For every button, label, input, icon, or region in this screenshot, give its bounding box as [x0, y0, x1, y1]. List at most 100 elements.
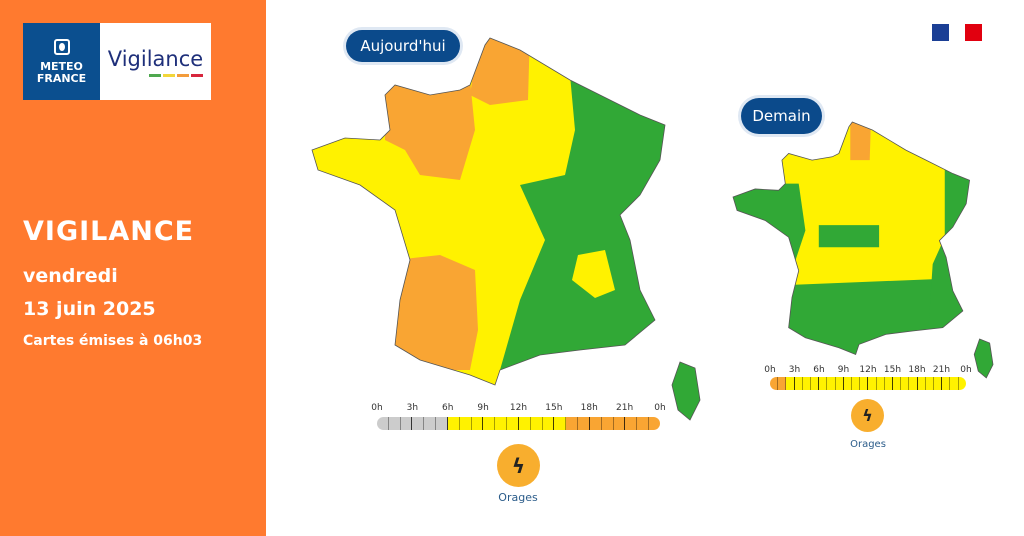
timeline-hour-5 [436, 417, 448, 430]
timeline-hour-16 [566, 417, 579, 430]
timeline-tick-label: 0h [764, 365, 776, 375]
timeline-hour-10 [495, 417, 508, 430]
date-label: 13 juin 2025 [23, 298, 156, 320]
timeline-hour-9 [483, 417, 496, 430]
zone-orange-southwest [390, 255, 478, 370]
timeline-tick-label: 0h [960, 365, 972, 375]
org-line2: FRANCE [36, 71, 87, 85]
timeline-tick-label: 9h [477, 403, 489, 413]
timeline-tick-label: 18h [908, 365, 926, 375]
timeline-hour-3 [794, 377, 803, 390]
french-republic-flag-icon [932, 24, 983, 41]
timeline-tick-label: 15h [883, 365, 902, 375]
timeline-hour-15 [554, 417, 567, 430]
meteo-france-symbol-icon [53, 38, 70, 55]
timeline-hour-11 [860, 377, 869, 390]
timeline-hour-15 [893, 377, 902, 390]
timeline-hour-7 [459, 417, 472, 430]
zone-orange-north [850, 121, 872, 161]
timeline-tick-label: 0h [654, 403, 666, 413]
timeline-hour-20 [613, 417, 626, 430]
timeline-hour-13 [530, 417, 543, 430]
timeline-tick-label: 6h [813, 365, 825, 375]
timeline-hour-18 [589, 417, 602, 430]
timeline-hour-13 [876, 377, 885, 390]
timeline-hour-1 [388, 417, 401, 430]
map-today [311, 37, 701, 421]
timeline-hour-7 [827, 377, 836, 390]
timeline-hour-1 [778, 377, 787, 390]
timeline-hour-0 [770, 377, 779, 390]
timeline-hour-22 [637, 417, 650, 430]
timeline-hour-21 [942, 377, 951, 390]
timeline-tick-label: 6h [442, 403, 454, 413]
timeline-tick-label: 3h [788, 365, 801, 375]
timeline-hour-12 [518, 417, 531, 430]
timeline-hour-23 [649, 417, 660, 430]
timeline-hour-17 [578, 417, 590, 430]
timeline-tick-label: 21h [932, 365, 951, 375]
timeline-hour-23 [958, 377, 966, 390]
corsica-today [671, 361, 701, 421]
timeline-tick-label: 15h [545, 403, 563, 413]
timeline-hour-3 [412, 417, 425, 430]
timeline-hour-8 [835, 377, 844, 390]
timeline-hour-16 [901, 377, 910, 390]
timeline-hour-2 [400, 417, 413, 430]
product-name: Vigilance [107, 46, 204, 71]
lightning-icon: ϟ [851, 399, 884, 432]
zone-green-center [818, 225, 880, 248]
timeline-tick-label: 9h [837, 365, 850, 375]
timeline-hour-11 [507, 417, 519, 430]
lightning-icon: ϟ [497, 444, 540, 487]
timeline-bar [377, 417, 660, 430]
color-bar [190, 73, 203, 77]
timeline-hour-21 [625, 417, 638, 430]
timeline-tick-label: 18h [580, 403, 598, 413]
issued-time: Cartes émises à 06h03 [23, 333, 203, 349]
timeline-hour-22 [950, 377, 959, 390]
meteo-france-logo: METEO FRANCE [23, 23, 100, 100]
timeline-hour-17 [909, 377, 918, 390]
zone-orange-normandy [385, 80, 475, 180]
timeline-hour-6 [447, 417, 460, 430]
timeline-hour-14 [884, 377, 894, 390]
map-label-today: Aujourd'hui [346, 30, 460, 62]
phenomenon-label-today: Orages [498, 491, 538, 504]
timeline-hour-0 [377, 417, 389, 430]
timeline-hour-18 [917, 377, 926, 390]
zone-green-east [500, 75, 665, 385]
timeline-hour-20 [934, 377, 943, 390]
vigilance-color-bars [148, 73, 203, 77]
timeline-hour-19 [925, 377, 935, 390]
color-bar [148, 73, 161, 77]
zone-orange-north [470, 38, 530, 105]
timeline-hour-19 [601, 417, 614, 430]
timeline-hour-12 [868, 377, 877, 390]
day-label: vendredi [23, 265, 118, 287]
timeline-hour-9 [843, 377, 853, 390]
timeline-tick-label: 12h [509, 403, 528, 413]
timeline-hour-8 [471, 417, 484, 430]
timeline-hour-6 [819, 377, 828, 390]
timeline-hour-2 [786, 377, 795, 390]
phenomenon-label-tomorrow: Orages [850, 439, 886, 450]
meteo-france-vigilance-logo: METEO FRANCE Vigilance [23, 23, 211, 100]
map-label-tomorrow: Demain [741, 98, 822, 134]
timeline-tick-label: 12h [859, 365, 877, 375]
timeline-tick-label: 0h [371, 403, 383, 413]
timeline-hour-4 [802, 377, 812, 390]
timeline-hour-5 [811, 377, 820, 390]
timeline-hour-4 [424, 417, 437, 430]
page-title: VIGILANCE [23, 216, 195, 247]
timeline-bar [770, 377, 966, 390]
zone-yellow-rhone [572, 250, 615, 298]
timeline-tick-label: 3h [406, 403, 419, 413]
zone-green-west [733, 183, 806, 271]
color-bar [176, 73, 189, 77]
org-line1: METEO [40, 59, 83, 73]
timeline-hour-10 [852, 377, 861, 390]
corsica-tomorrow [973, 338, 994, 379]
map-tomorrow [732, 121, 994, 379]
